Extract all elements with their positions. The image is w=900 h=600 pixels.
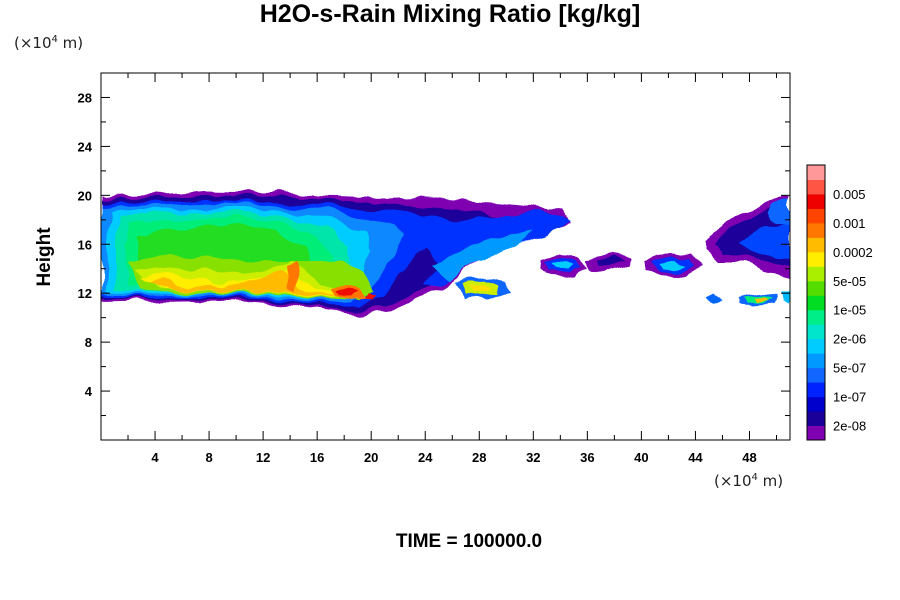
colorbar-swatch — [807, 266, 825, 282]
colorbar-label: 0.0002 — [833, 245, 873, 260]
colorbar-label: 2e-08 — [833, 419, 866, 434]
y-axis-label: Height — [34, 227, 55, 287]
contour-field — [101, 191, 790, 314]
colorbar-swatch — [807, 309, 825, 325]
colorbar-frame — [806, 164, 826, 441]
colorbar-swatch — [807, 295, 825, 311]
x-tick-label: 16 — [310, 450, 324, 465]
colorbar-swatch — [807, 222, 825, 238]
colorbar-swatch — [807, 396, 825, 412]
colorbar-swatch — [807, 165, 825, 180]
colorbar-swatch — [807, 382, 825, 398]
colorbar-swatch — [807, 193, 825, 209]
y-tick-label: 28 — [78, 90, 92, 105]
y-tick-label: 20 — [78, 188, 92, 203]
x-tick-label: 8 — [205, 450, 212, 465]
colorbar-label: 1e-05 — [833, 303, 866, 318]
x-tick-label: 48 — [742, 450, 756, 465]
plot-frame — [100, 72, 791, 441]
x-tick-label: 28 — [472, 450, 486, 465]
x-unit-label: (×104 m) — [714, 472, 784, 490]
x-tick-label: 20 — [364, 450, 378, 465]
x-tick-label: 36 — [580, 450, 594, 465]
y-tick-label: 4 — [85, 384, 93, 399]
colorbar-swatch — [807, 411, 825, 427]
y-tick-label: 8 — [85, 335, 92, 350]
colorbar-swatch — [807, 425, 825, 441]
colorbar-swatch — [807, 324, 825, 340]
colorbar-swatch — [807, 251, 825, 267]
colorbar-swatch — [807, 338, 825, 354]
y-tick-label: 16 — [78, 237, 92, 252]
colorbar-label: 2e-06 — [833, 332, 866, 347]
colorbar-swatch — [807, 353, 825, 369]
colorbar-swatch — [807, 237, 825, 253]
time-label: TIME = 100000.0 — [395, 531, 543, 552]
colorbar-label: 5e-05 — [833, 274, 866, 289]
colorbar-swatch — [807, 179, 825, 195]
colorbar-label: 5e-07 — [833, 361, 866, 376]
x-tick-label: 12 — [256, 450, 270, 465]
y-tick-label: 12 — [78, 286, 92, 301]
colorbar-swatch — [807, 367, 825, 383]
colorbar-swatch — [807, 208, 825, 224]
chart-title: H2O-s-Rain Mixing Ratio [kg/kg] — [259, 0, 641, 28]
colorbar: 2e-08 1e-07 5e-07 2e-06 1e-05 5e-05 0.0002 0.00… — [806, 164, 873, 441]
colorbar-swatch — [807, 280, 825, 296]
y-unit-label: (×104 m) — [14, 34, 84, 52]
y-tick-label: 24 — [78, 139, 93, 154]
x-tick-label: 24 — [418, 450, 433, 465]
x-tick-label: 4 — [151, 450, 159, 465]
colorbar-label: 0.001 — [833, 216, 866, 231]
colorbar-label: 1e-07 — [833, 390, 866, 405]
x-tick-label: 40 — [634, 450, 648, 465]
x-tick-label: 44 — [688, 450, 703, 465]
colorbar-label: 0.005 — [833, 187, 866, 202]
x-tick-label: 32 — [526, 450, 540, 465]
